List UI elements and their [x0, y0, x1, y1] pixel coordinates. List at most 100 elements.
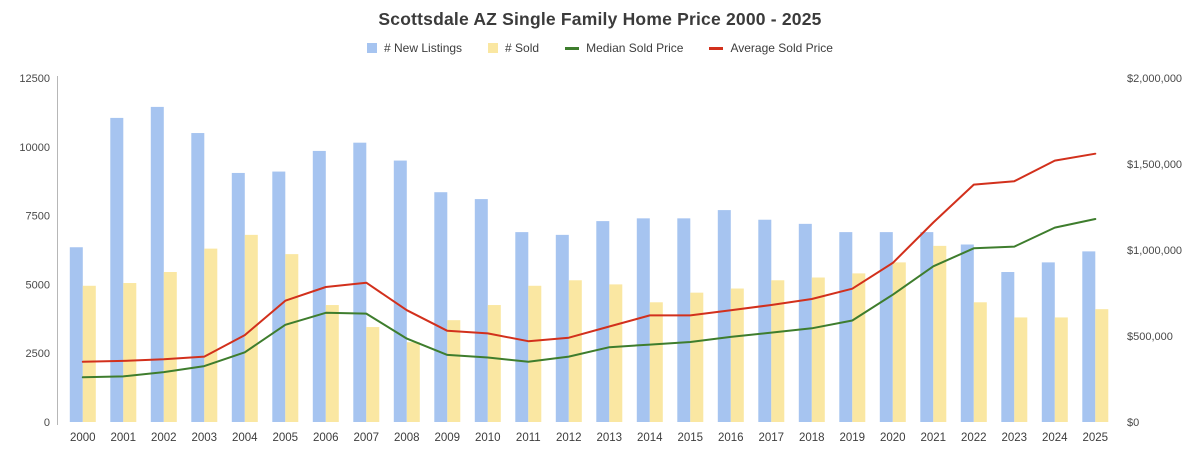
x-axis-label-2001: 2001 [111, 432, 137, 444]
bar-new-listings-2025 [1082, 251, 1096, 422]
x-axis-label-2011: 2011 [516, 432, 541, 444]
right-axis-tick-1500000: $1,500,000 [1127, 159, 1182, 171]
legend-item-sold[interactable]: # Sold [488, 41, 539, 55]
legend-item-average-sold-price[interactable]: Average Sold Price [709, 41, 833, 55]
left-axis-tick-5000: 5000 [26, 279, 50, 291]
x-axis-label-2021: 2021 [921, 432, 947, 444]
bar-new-listings-2015 [677, 218, 691, 422]
bar-sold-2011 [528, 285, 542, 422]
bar-new-listings-2007 [353, 142, 367, 422]
bar-new-listings-2012 [555, 234, 569, 422]
left-axis-tick-12500: 12500 [19, 73, 50, 85]
bar-new-listings-2018 [798, 223, 812, 422]
bar-new-listings-2004 [231, 172, 245, 422]
bar-sold-2006 [325, 305, 339, 422]
bar-new-listings-2000 [69, 247, 83, 422]
bar-new-listings-2011 [515, 232, 529, 422]
bar-new-listings-2014 [636, 218, 650, 422]
bar-new-listings-2010 [474, 199, 488, 422]
bar-sold-2008 [406, 342, 420, 422]
bar-sold-2019 [852, 273, 866, 422]
x-axis-label-2025: 2025 [1083, 432, 1109, 444]
left-axis-tick-10000: 10000 [19, 142, 50, 154]
x-axis-label-2022: 2022 [961, 432, 987, 444]
x-axis-label-2009: 2009 [435, 432, 461, 444]
x-axis-label-2008: 2008 [394, 432, 420, 444]
x-axis-label-2005: 2005 [273, 432, 299, 444]
right-axis-tick-500000: $500,000 [1127, 331, 1173, 343]
line-median-sold-price [81, 218, 1097, 379]
bar-sold-2010 [487, 305, 501, 422]
bar-new-listings-2016 [717, 210, 731, 422]
left-axis-tick-0: 0 [44, 417, 50, 429]
average-price-line-icon [709, 46, 724, 50]
x-axis-label-2014: 2014 [637, 432, 663, 444]
x-axis-label-2016: 2016 [718, 432, 744, 444]
left-axis-tick-2500: 2500 [26, 348, 50, 360]
x-axis-label-2015: 2015 [678, 432, 704, 444]
right-axis-tick-1000000: $1,000,000 [1127, 245, 1182, 257]
bar-new-listings-2006 [312, 150, 326, 423]
legend-label-median-sold-price: Median Sold Price [586, 41, 684, 55]
bar-new-listings-2009 [434, 192, 448, 422]
bar-new-listings-2019 [839, 232, 853, 422]
bar-sold-2024 [1054, 317, 1068, 422]
x-axis-label-2002: 2002 [151, 432, 177, 444]
x-axis-label-2003: 2003 [192, 432, 218, 444]
bar-new-listings-2013 [596, 221, 610, 422]
sold-swatch-icon [488, 43, 499, 53]
x-axis-label-2007: 2007 [354, 432, 380, 444]
bar-sold-2015 [690, 292, 704, 422]
bar-sold-2017 [771, 280, 785, 422]
x-axis-label-2012: 2012 [556, 432, 582, 444]
x-axis-label-2019: 2019 [840, 432, 866, 444]
bar-new-listings-2021 [920, 232, 934, 422]
x-axis-label-2000: 2000 [70, 432, 96, 444]
median-price-line-icon [565, 46, 580, 50]
x-axis-label-2020: 2020 [880, 432, 906, 444]
bar-new-listings-2001 [110, 117, 124, 423]
bar-sold-2013 [609, 284, 623, 422]
x-axis-label-2023: 2023 [1002, 432, 1028, 444]
legend: # New Listings # Sold Median Sold Price … [0, 41, 1200, 55]
bar-sold-2021 [933, 245, 947, 422]
legend-label-sold: # Sold [505, 41, 540, 55]
bar-new-listings-2002 [150, 106, 164, 423]
bar-sold-2022 [973, 302, 987, 422]
legend-label-average-sold-price: Average Sold Price [730, 41, 833, 55]
bar-new-listings-2008 [393, 160, 407, 422]
bar-new-listings-2017 [758, 219, 772, 422]
x-axis-label-2004: 2004 [232, 432, 258, 444]
x-axis-label-2010: 2010 [475, 432, 501, 444]
bar-new-listings-2023 [1001, 272, 1015, 422]
bar-sold-2025 [1095, 309, 1109, 422]
bar-sold-2001 [123, 283, 137, 422]
x-axis-label-2024: 2024 [1042, 432, 1068, 444]
bar-sold-2016 [730, 288, 744, 422]
legend-label-new-listings: # New Listings [384, 41, 463, 55]
bar-sold-2007 [366, 327, 380, 422]
bar-sold-2020 [892, 262, 906, 422]
new-listings-swatch-icon [367, 43, 377, 53]
legend-item-median-sold-price[interactable]: Median Sold Price [565, 41, 683, 55]
bar-new-listings-2022 [960, 244, 974, 422]
bar-new-listings-2003 [191, 133, 205, 423]
bar-sold-2023 [1014, 317, 1028, 422]
bar-sold-2002 [163, 272, 177, 422]
line-average-sold-price [81, 152, 1097, 363]
bar-sold-2012 [568, 280, 582, 422]
right-axis-tick-2000000: $2,000,000 [1127, 73, 1182, 85]
bar-sold-2014 [649, 302, 663, 422]
legend-item-new-listings[interactable]: # New Listings [367, 41, 462, 55]
bar-sold-2000 [82, 285, 96, 422]
chart-title: Scottsdale AZ Single Family Home Price 2… [378, 9, 822, 29]
right-axis-tick-0: $0 [1127, 417, 1139, 429]
bar-new-listings-2024 [1041, 262, 1055, 422]
bar-sold-2003 [204, 248, 218, 422]
left-axis-tick-7500: 7500 [26, 211, 50, 223]
bar-sold-2005 [285, 254, 299, 422]
x-axis-label-2017: 2017 [759, 432, 785, 444]
x-axis-label-2018: 2018 [799, 432, 825, 444]
